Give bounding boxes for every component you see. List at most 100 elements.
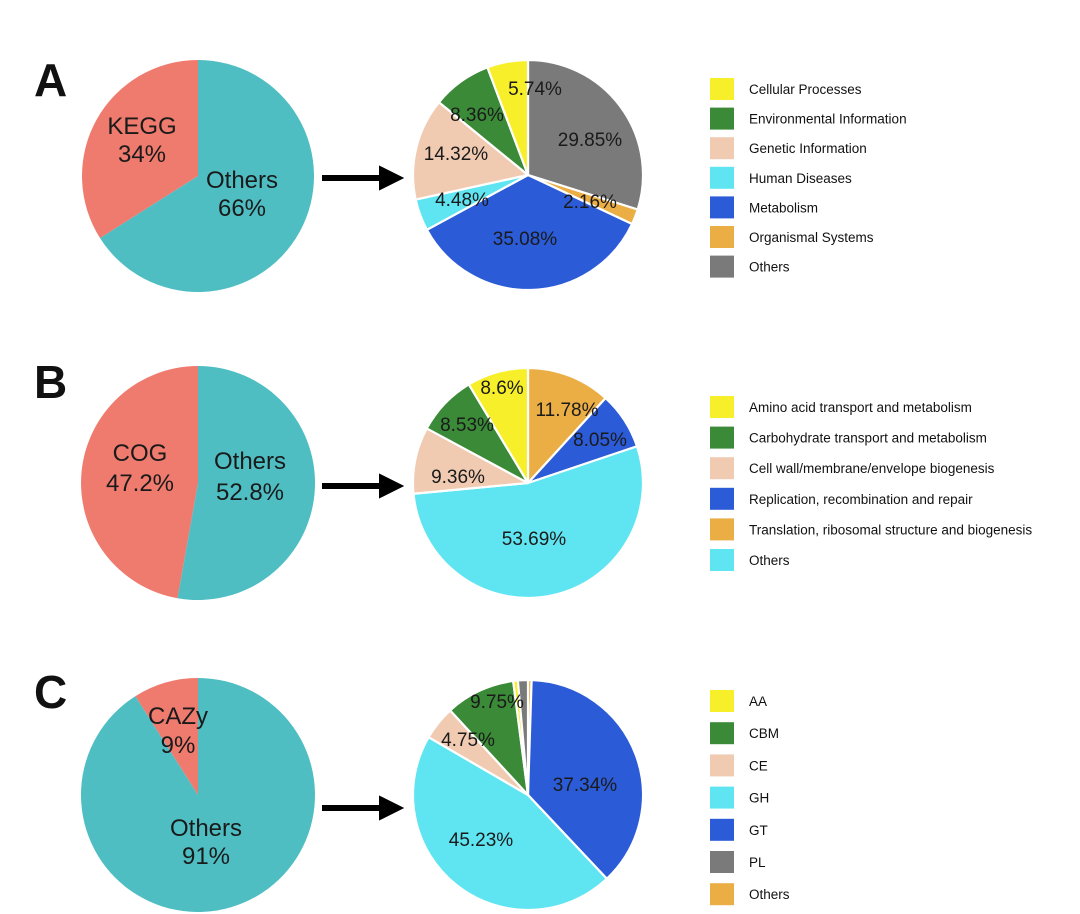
legend-swatch — [710, 196, 734, 219]
slice-label-others: 29.85% — [558, 130, 623, 151]
legend-item-pl: PL — [710, 851, 766, 873]
slice-label-replication-recombination-and-repair: 8.05% — [573, 430, 627, 451]
slice-pl — [516, 678, 530, 797]
legend-label: PL — [749, 855, 766, 870]
legend-swatch — [710, 255, 734, 278]
slice-name-kegg: KEGG — [107, 113, 176, 140]
legend-label: CE — [749, 758, 768, 773]
slice-gt — [526, 678, 645, 880]
slice-name-others: Others — [214, 448, 286, 475]
slice-value-kegg: 34% — [118, 141, 166, 168]
slice-name-others: Others — [170, 815, 242, 842]
slice-cog — [81, 366, 198, 599]
legend-item-others: Others — [710, 549, 790, 571]
legend-label: GH — [749, 791, 769, 806]
slice-value-others: 66% — [218, 195, 266, 222]
panel-b-breakdown: 11.78% 8.05% 53.69% 9.36% 8.53% 8.6% Amino aci… — [411, 366, 1032, 600]
legend-item-genetic-information: Genetic Information — [710, 137, 867, 160]
legend-swatch — [710, 786, 734, 809]
legend-swatch — [710, 426, 734, 449]
legend-item-amino-acid-transport-and-metabolism: Amino acid transport and metabolism — [710, 396, 972, 418]
slice-label-cbm: 9.75% — [470, 692, 524, 713]
legend-item-cell-wall-membrane-envelope-biogenesis: Cell wall/membrane/envelope biogenesis — [710, 457, 995, 480]
legend-swatch — [710, 690, 734, 712]
slice-amino-acid-transport-and-metabolism — [467, 366, 530, 485]
legend-label: Others — [749, 553, 790, 568]
slice-name-cazy: CAZy — [148, 703, 208, 730]
legend-item-gh: GH — [710, 786, 769, 809]
legend-label: Human Diseases — [749, 171, 852, 186]
legend-swatch — [710, 457, 734, 480]
legend-item-human-diseases: Human Diseases — [710, 166, 852, 189]
slice-others — [100, 60, 314, 292]
legend-label: Cell wall/membrane/envelope biogenesis — [749, 461, 995, 476]
slice-label-gh: 45.23% — [449, 830, 514, 851]
panel-c-breakdown: 37.34% 45.23% 4.75% 9.75% AA CBM CE GH GT PL Other… — [411, 678, 790, 912]
legend-item-cbm: CBM — [710, 722, 779, 745]
slice-label-organismal-systems: 2.16% — [563, 192, 617, 213]
legend-swatch — [710, 166, 734, 189]
slice-label-ce: 4.75% — [441, 730, 495, 751]
legend-swatch — [710, 818, 734, 841]
panel-letter-b: B — [34, 356, 67, 408]
legend-swatch — [710, 518, 734, 541]
legend-label: Environmental Information — [749, 112, 907, 127]
legend-item-gt: GT — [710, 818, 768, 841]
legend-swatch — [710, 487, 734, 510]
slice-others — [526, 58, 645, 211]
legend-item-carbohydrate-transport-and-metabolism: Carbohydrate transport and metabolism — [710, 426, 987, 449]
legend-label: Amino acid transport and metabolism — [749, 400, 972, 415]
slice-others — [177, 366, 316, 600]
slice-label-amino-acid-transport-and-metabolism: 8.6% — [480, 378, 523, 399]
legend-label: GT — [749, 823, 768, 838]
legend-swatch — [710, 137, 734, 160]
panel-a-breakdown: 29.85% 2.16%35.08%4.48% 14.32% 8.36%5.74% Ce… — [411, 58, 907, 292]
panel-letter-a: A — [34, 54, 67, 106]
legend-swatch — [710, 754, 734, 777]
legend-item-others: Others — [710, 883, 790, 906]
legend-item-translation-ribosomal-structure-and-biogenesis: Translation, ribosomal structure and bio… — [710, 518, 1032, 541]
legend-item-others: Others — [710, 255, 790, 278]
legend-swatch — [710, 883, 734, 906]
slice-cellular-processes — [486, 58, 530, 177]
legend-swatch — [710, 78, 734, 100]
slice-value-others: 91% — [182, 843, 230, 870]
slice-translation-ribosomal-structure-and-biogenesis — [526, 366, 607, 485]
legend-item-cellular-processes: Cellular Processes — [710, 78, 862, 100]
legend-label: Metabolism — [749, 200, 818, 215]
slice-label-environmental-information: 8.36% — [450, 105, 504, 126]
slice-label-cell-wall-membrane-envelope-biogenesis: 9.36% — [431, 467, 485, 488]
legend-item-ce: CE — [710, 754, 768, 777]
slice-label-cellular-processes: 5.74% — [508, 79, 562, 100]
slice-others — [412, 445, 645, 600]
legend-item-metabolism: Metabolism — [710, 196, 818, 219]
panel-letter-c: C — [34, 666, 67, 718]
legend-label: Carbohydrate transport and metabolism — [749, 431, 987, 446]
legend-label: Genetic Information — [749, 141, 867, 156]
slice-label-metabolism: 35.08% — [493, 229, 558, 250]
slice-gh — [411, 736, 608, 912]
legend-swatch — [710, 107, 734, 130]
slice-genetic-information — [411, 101, 530, 201]
legend-a: Cellular Processes Environmental Informat… — [710, 78, 907, 278]
slice-value-others: 52.8% — [216, 479, 284, 506]
slice-kegg — [81, 60, 198, 239]
slice-name-cog: COG — [113, 440, 168, 467]
legend-label: Organismal Systems — [749, 230, 874, 245]
slice-value-cazy: 9% — [161, 732, 196, 759]
legend-item-aa: AA — [710, 690, 767, 712]
legend-item-organismal-systems: Organismal Systems — [710, 226, 874, 248]
legend-swatch — [710, 396, 734, 418]
slice-value-cog: 47.2% — [106, 470, 174, 497]
slice-label-genetic-information: 14.32% — [424, 144, 489, 165]
legend-swatch — [710, 549, 734, 571]
slice-others — [80, 678, 315, 912]
legend-label: CBM — [749, 726, 779, 741]
legend-b: Amino acid transport and metabolism Carbo… — [710, 396, 1032, 571]
slice-label-gt: 37.34% — [553, 775, 618, 796]
legend-c: AA CBM CE GH GT PL Others — [710, 690, 790, 906]
legend-label: Cellular Processes — [749, 82, 862, 97]
